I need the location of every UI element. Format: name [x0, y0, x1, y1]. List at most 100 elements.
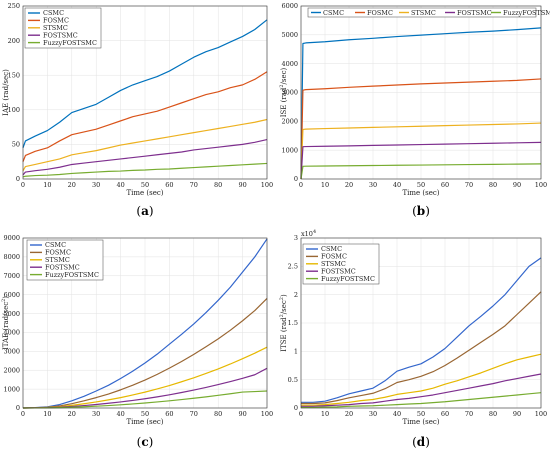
legend-label: STSMC [45, 256, 70, 264]
series-group [22, 19, 268, 178]
series-line-stsmc [22, 346, 268, 409]
x-tick-label: 70 [190, 181, 198, 189]
x-tick-label: 40 [116, 410, 124, 418]
x-tick-label: 10 [321, 181, 329, 189]
y-tick-label: 250 [8, 2, 20, 10]
x-tick-label: 100 [535, 181, 547, 189]
multiplier-base: x10 [301, 230, 313, 238]
x-tick-label: 30 [92, 181, 100, 189]
axes-frame [300, 5, 542, 180]
legend-label: STSMC [43, 24, 68, 32]
legend-label: STSMC [411, 9, 436, 17]
x-tick-label: 40 [116, 181, 124, 189]
y-axis-label: IAE (rad/sec) [2, 69, 10, 116]
series-group [300, 27, 542, 180]
x-tick-label: 100 [261, 181, 273, 189]
y-tick-label: 0.5 [288, 376, 298, 384]
x-tick-label: 60 [165, 410, 173, 418]
y-tick-label: 2000 [3, 366, 20, 374]
legend-label: FOSTSMC [45, 263, 80, 271]
series-line-fosmc [301, 291, 542, 405]
axes-frame [22, 5, 268, 180]
y-axis-label: ITSE (rad2/sec2) [279, 294, 288, 352]
caption-open: ( [137, 435, 142, 449]
y-tick-label: 9000 [3, 234, 20, 242]
series-line-fosmc [22, 71, 268, 162]
x-tick-label: 10 [321, 410, 329, 418]
series-line-csmc [300, 27, 542, 180]
x-tick-label: 50 [141, 410, 149, 418]
x-tick-label: 90 [238, 410, 246, 418]
y-axis-label: ITAE (rad/sec2) [1, 296, 10, 350]
caption-letter: b [417, 204, 425, 218]
caption-close: ) [149, 435, 154, 449]
y-tick-label: 0 [16, 404, 20, 412]
multiplier-exponent: 4 [313, 229, 316, 235]
x-tick-label: 70 [465, 410, 473, 418]
x-tick-label: 60 [441, 410, 449, 418]
caption-open: ( [136, 204, 141, 218]
y-tick-label: 1 [294, 348, 298, 356]
series-line-csmc [22, 238, 268, 409]
x-tick-label: 90 [513, 410, 521, 418]
series-line-fuzzyfostsmc [301, 392, 542, 409]
legend-label: FuzzyFOSTSMC [503, 9, 550, 17]
y-tick-label: 200 [8, 37, 20, 45]
legend-label: FOSMC [45, 249, 71, 257]
panel-caption: (c) [137, 435, 154, 449]
caption-letter: d [417, 435, 426, 449]
y-tick-label: 3 [294, 234, 298, 242]
y-tick-label: 0 [294, 175, 298, 183]
series-line-fuzzyfostsmc [300, 163, 542, 180]
legend-label: CSMC [323, 9, 344, 17]
x-tick-label: 10 [43, 410, 51, 418]
x-tick-label: 80 [214, 410, 222, 418]
y-tick-label: 4000 [281, 60, 298, 68]
y-tick-label: 5000 [281, 31, 298, 39]
caption-close: ) [425, 204, 430, 218]
series-line-csmc [301, 257, 542, 403]
panel-caption: (a) [136, 204, 153, 218]
y-tick-label: 150 [8, 71, 20, 79]
x-axis-label: Time (sec) [402, 418, 439, 426]
legend-label: FuzzyFOSTSMC [321, 275, 375, 283]
y-tick-label: 50 [12, 141, 20, 149]
grid [300, 5, 542, 180]
x-tick-label: 80 [489, 181, 497, 189]
y-tick-label: 6000 [3, 291, 20, 299]
caption-close: ) [149, 204, 154, 218]
y-label-text: ) [280, 294, 288, 297]
x-axis-label: Time (sec) [402, 189, 439, 197]
y-label-text: /sec) [280, 67, 288, 84]
x-tick-label: 0 [21, 181, 25, 189]
x-tick-label: 50 [417, 181, 425, 189]
legend-label: FOSTSMC [43, 31, 78, 39]
caption-letter: a [141, 204, 149, 218]
y-tick-label: 100 [8, 106, 20, 114]
x-tick-label: 70 [465, 181, 473, 189]
legend-label: FuzzyFOSTSMC [45, 271, 99, 279]
legend-label: FOSMC [43, 17, 69, 25]
legend-label: CSMC [321, 245, 342, 253]
y-label-text: ITAE (rad/sec [2, 302, 10, 350]
series-group [301, 257, 542, 409]
y-tick-label: 0 [16, 175, 20, 183]
legend-label: CSMC [45, 241, 66, 249]
x-axis-label: Time (sec) [126, 418, 163, 426]
y-label-text: /sec [280, 300, 288, 314]
x-tick-label: 30 [92, 410, 100, 418]
legend-label: STSMC [321, 260, 346, 268]
x-axis-label: Time (sec) [126, 189, 163, 197]
y-tick-label: 0 [294, 404, 298, 412]
y-axis-multiplier: x104 [301, 229, 316, 238]
series-line-fostsmc [22, 138, 268, 176]
x-tick-label: 90 [513, 181, 521, 189]
y-label-text: IAE (rad/sec) [2, 69, 10, 116]
legend-label: FOSTSMC [457, 9, 492, 17]
x-tick-label: 100 [261, 410, 273, 418]
caption-open: ( [412, 435, 417, 449]
y-tick-label: 4000 [3, 329, 20, 337]
series-line-stsmc [300, 122, 542, 180]
legend-box [307, 7, 537, 18]
